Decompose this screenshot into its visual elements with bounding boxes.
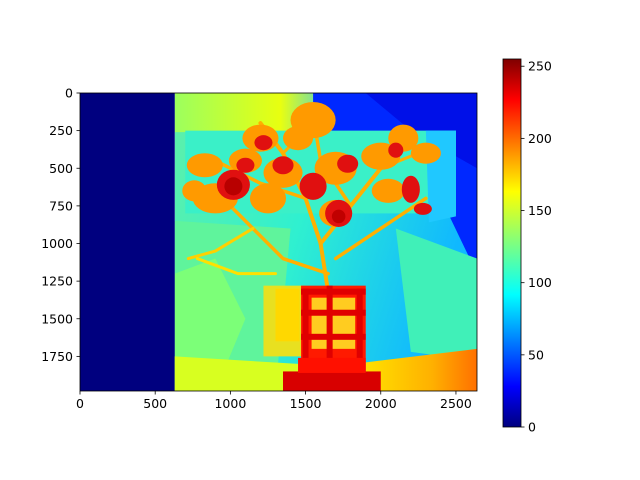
flower-center [331, 209, 346, 224]
x-tick-label: 2500 [440, 396, 472, 411]
branch [195, 257, 277, 276]
flower-center [224, 177, 243, 196]
colorbar-tick-label: 0 [528, 420, 536, 435]
y-tick-label: 1500 [41, 311, 73, 326]
y-tick-label: 1750 [41, 349, 73, 364]
colorbar-tick-label: 250 [528, 59, 552, 74]
vase-body-region [275, 288, 300, 342]
floor-left-region [174, 356, 299, 391]
x-tick-label: 1000 [214, 396, 246, 411]
pot-rail [301, 333, 366, 340]
x-tick-label: 2000 [365, 396, 397, 411]
flower [401, 175, 420, 203]
x-axis: 0 500 1000 1500 2000 2500 [76, 391, 472, 411]
y-tick-label: 250 [49, 123, 73, 138]
pot-post [326, 285, 333, 364]
colorbar-tick-label: 200 [528, 131, 552, 146]
branch [221, 196, 330, 276]
lower-right-wall-region [395, 228, 477, 361]
flower [272, 156, 294, 175]
colorbar-axis: 0 50 100 150 200 250 [521, 59, 552, 435]
left-border-region [80, 93, 175, 391]
leaf-cluster [371, 178, 405, 203]
y-tick-label: 1250 [41, 274, 73, 289]
colorbar-tick-label: 100 [528, 275, 552, 290]
heatmap-image [80, 93, 477, 391]
flower [337, 154, 359, 173]
plot-frame [79, 92, 478, 392]
branch [186, 226, 255, 261]
leaf-cluster [186, 153, 223, 178]
y-tick-label: 1000 [41, 236, 73, 251]
pot-rail [301, 288, 366, 295]
x-tick-label: 0 [76, 396, 84, 411]
colorbar-tick-label: 150 [528, 203, 552, 218]
x-tick-label: 500 [143, 396, 167, 411]
colorbar-tick-label: 50 [528, 347, 544, 362]
leaf-cluster [410, 142, 441, 164]
floor-right-region [365, 348, 477, 391]
pot-post [302, 288, 309, 364]
y-axis: 0 250 500 750 1000 1250 1500 1750 [41, 86, 80, 364]
y-tick-label: 0 [65, 86, 73, 101]
leaf-cluster [249, 183, 287, 214]
flower [236, 157, 255, 173]
flower [299, 172, 327, 200]
flower [413, 202, 432, 215]
flower [254, 135, 273, 151]
pot-opening [311, 297, 356, 349]
x-tick-label: 1500 [290, 396, 322, 411]
colorbar [502, 58, 522, 428]
y-tick-label: 500 [49, 161, 73, 176]
y-tick-label: 750 [49, 198, 73, 213]
pot-base-top [298, 357, 366, 373]
pot-base [283, 371, 381, 391]
branch [213, 158, 308, 201]
leaf-cluster [283, 126, 314, 151]
flower [388, 142, 404, 158]
pot-rail [301, 309, 366, 316]
pot-post [356, 288, 363, 364]
leaf-cluster [182, 180, 207, 202]
branch [333, 196, 428, 261]
